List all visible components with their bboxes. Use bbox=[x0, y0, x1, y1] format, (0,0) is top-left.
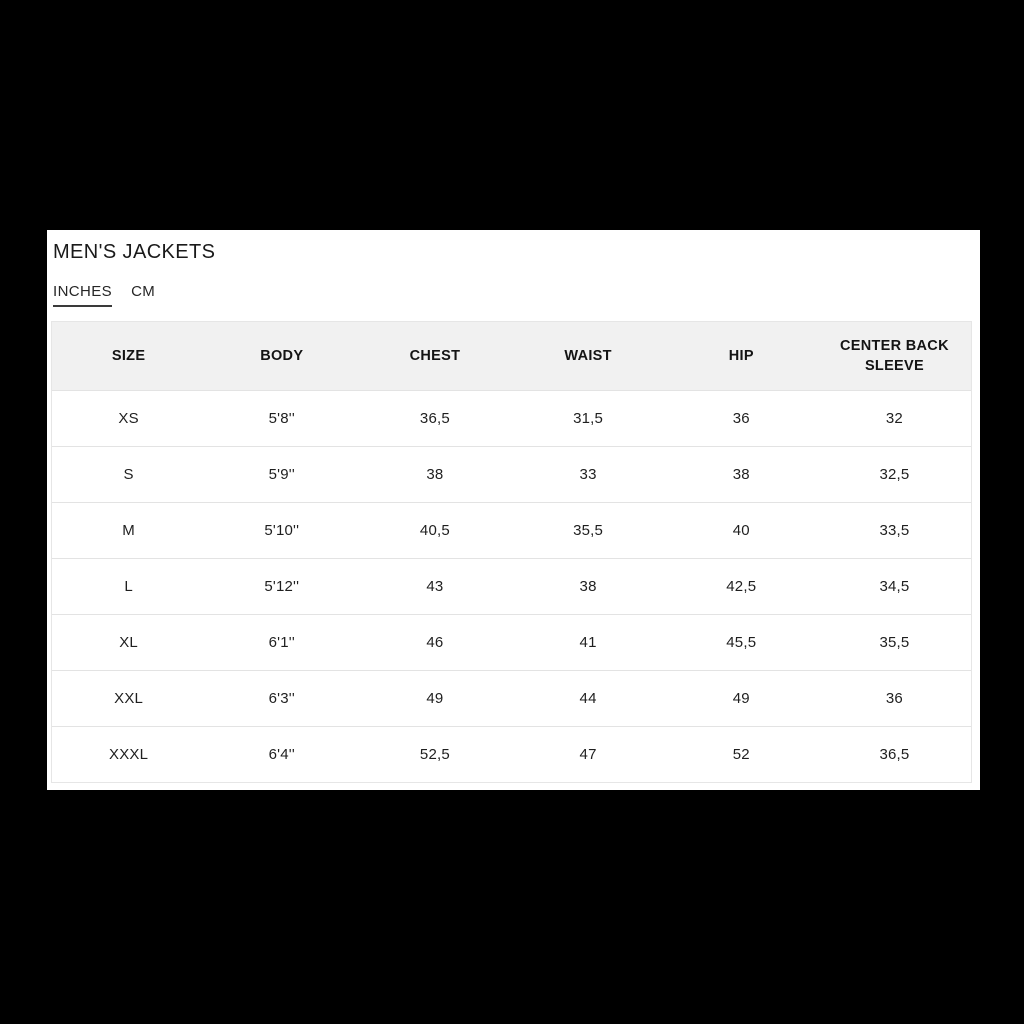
unit-tabs: INCHES CM bbox=[53, 283, 972, 307]
table-row-xxl: XXL 6'3'' 49 44 49 36 bbox=[52, 670, 971, 726]
table-cell: 43 bbox=[426, 578, 444, 595]
table-row-xs: XS 5'8'' 36,5 31,5 36 32 bbox=[52, 390, 971, 446]
table-cell: 45,5 bbox=[726, 634, 757, 651]
table-cell: 5'8'' bbox=[268, 410, 295, 427]
table-cell: 52 bbox=[732, 746, 750, 763]
table-cell: L bbox=[124, 578, 133, 595]
table-cell: 52,5 bbox=[419, 746, 450, 763]
table-cell: 32,5 bbox=[879, 466, 910, 483]
table-cell: 44 bbox=[579, 690, 597, 707]
table-cell: 33,5 bbox=[879, 522, 910, 539]
table-cell: 36,5 bbox=[419, 410, 450, 427]
table-cell: 31,5 bbox=[573, 410, 604, 427]
table-cell: 38 bbox=[732, 466, 750, 483]
column-header-body: BODY bbox=[260, 348, 304, 364]
page-title: MEN'S JACKETS bbox=[53, 241, 216, 263]
table-row-m: M 5'10'' 40,5 35,5 40 33,5 bbox=[52, 502, 971, 558]
column-header-chest: CHEST bbox=[409, 348, 461, 364]
table-cell: 40,5 bbox=[419, 522, 450, 539]
table-cell: 6'1'' bbox=[268, 634, 295, 651]
table-cell: XL bbox=[119, 634, 138, 651]
table-cell: 49 bbox=[426, 690, 444, 707]
size-table: SIZE BODY CHEST WAIST HIP CENTER BACK SL… bbox=[51, 321, 972, 783]
table-cell: XXXL bbox=[109, 746, 149, 763]
column-header-hip: HIP bbox=[728, 348, 754, 364]
column-header-waist: WAIST bbox=[564, 348, 612, 364]
table-cell: XS bbox=[118, 410, 139, 427]
table-cell: 36 bbox=[732, 410, 750, 427]
table-cell: 5'12'' bbox=[264, 578, 300, 595]
table-cell: 35,5 bbox=[573, 522, 604, 539]
table-row-s: S 5'9'' 38 33 38 32,5 bbox=[52, 446, 971, 502]
table-cell: S bbox=[123, 466, 134, 483]
column-header-size: SIZE bbox=[111, 348, 146, 364]
table-cell: 6'3'' bbox=[268, 690, 295, 707]
table-cell: 35,5 bbox=[879, 634, 910, 651]
column-header-center-back-sleeve: CENTER BACK SLEEVE bbox=[840, 338, 949, 374]
table-cell: 36,5 bbox=[879, 746, 910, 763]
table-cell: 32 bbox=[885, 410, 903, 427]
table-cell: 47 bbox=[579, 746, 597, 763]
table-cell: 36 bbox=[885, 690, 903, 707]
table-cell: 5'10'' bbox=[264, 522, 300, 539]
table-cell: 41 bbox=[579, 634, 597, 651]
table-cell: 38 bbox=[426, 466, 444, 483]
table-cell: 42,5 bbox=[726, 578, 757, 595]
table-row-xl: XL 6'1'' 46 41 45,5 35,5 bbox=[52, 614, 971, 670]
table-cell: 40 bbox=[732, 522, 750, 539]
table-cell: M bbox=[122, 522, 135, 539]
table-cell: 38 bbox=[579, 578, 597, 595]
tab-cm[interactable]: CM bbox=[131, 283, 156, 300]
table-cell: 46 bbox=[426, 634, 444, 651]
table-cell: 6'4'' bbox=[268, 746, 295, 763]
table-cell: 34,5 bbox=[879, 578, 910, 595]
table-cell: 49 bbox=[732, 690, 750, 707]
table-row-xxxl: XXXL 6'4'' 52,5 47 52 36,5 bbox=[52, 726, 971, 782]
table-cell: 5'9'' bbox=[268, 466, 295, 483]
tab-inches[interactable]: INCHES bbox=[53, 283, 113, 307]
table-cell: 33 bbox=[579, 466, 597, 483]
table-header-row: SIZE BODY CHEST WAIST HIP CENTER BACK SL… bbox=[52, 322, 971, 390]
table-row-l: L 5'12'' 43 38 42,5 34,5 bbox=[52, 558, 971, 614]
size-chart-card: MEN'S JACKETS INCHES CM SIZE BODY CHEST … bbox=[47, 230, 980, 790]
table-cell: XXL bbox=[114, 690, 144, 707]
